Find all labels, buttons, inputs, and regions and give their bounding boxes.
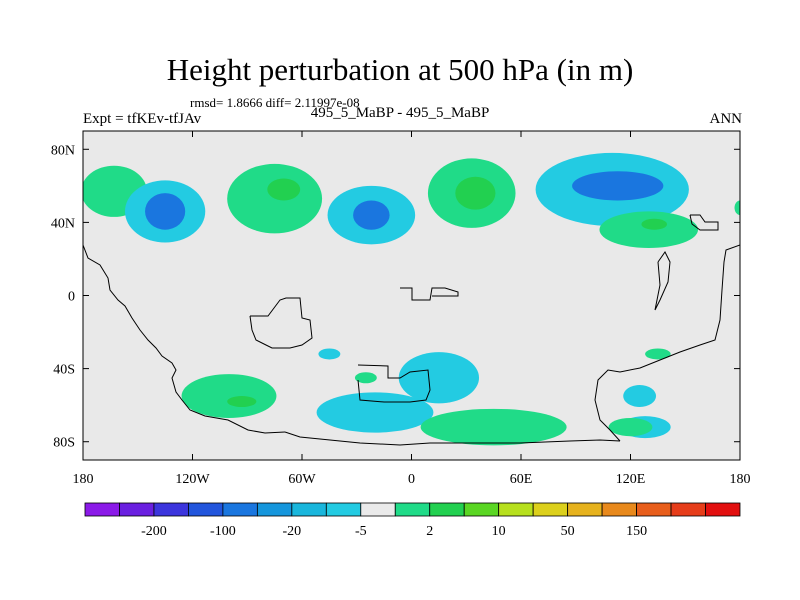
anomaly-cell [599, 211, 699, 248]
colorbar-box [705, 502, 741, 517]
coastline-philippines [654, 251, 671, 311]
anomaly-cell [181, 374, 277, 418]
coastline-africa-island [249, 297, 313, 349]
y-tick-label: 40N [51, 216, 75, 231]
x-tick-label: 120E [616, 472, 646, 487]
coastline-japan [689, 214, 719, 231]
anomaly-cell [623, 385, 657, 407]
coastline-antarctic [284, 431, 621, 446]
coastline-australia [357, 364, 431, 403]
anomaly-cell [227, 163, 323, 234]
anomaly-cell [645, 348, 671, 360]
coastline-indonesia [400, 287, 459, 301]
anomaly-layer [83, 152, 740, 446]
colorbar-box [670, 502, 706, 517]
y-tick-label: 40S [53, 363, 75, 378]
anomaly-cell [318, 348, 341, 360]
colorbar-label: -5 [355, 524, 367, 539]
colorbar-label: 10 [492, 524, 506, 539]
coastline-asia-east [594, 244, 740, 442]
left-string: Expt = tfKEv-tfJAv [83, 111, 202, 127]
y-axis: 80N 40N 0 40S 80S [51, 143, 740, 451]
colorbar-box [567, 502, 603, 517]
anomaly-cell [641, 218, 667, 230]
x-tick-label: 180 [730, 472, 751, 487]
right-string: ANN [709, 111, 743, 127]
anomaly-cell [353, 200, 390, 230]
colorbar-box [119, 502, 155, 517]
x-tick-label: 60E [510, 472, 533, 487]
x-tick-label: 120W [175, 472, 210, 487]
x-axis: 180 120W 60W 0 60E 120E 180 [73, 131, 751, 487]
colorbar-box [532, 502, 569, 517]
colorbar-box [429, 502, 465, 517]
colorbar-box [360, 502, 396, 517]
anomaly-cell [398, 352, 480, 404]
coastline-layer [83, 214, 740, 446]
chart-title: Height perturbation at 500 hPa (in m) [166, 52, 634, 87]
coastline-americas [83, 244, 286, 434]
colorbar-box [601, 502, 637, 517]
colorbar-box [394, 502, 431, 517]
anomaly-cell [420, 408, 567, 446]
colorbar-box [291, 502, 327, 517]
stats-text: rmsd= 1.8666 diff= 2.11997e-08 [190, 95, 360, 110]
colorbar-box [256, 502, 293, 517]
colorbar-box [463, 502, 500, 517]
anomaly-cell [267, 178, 301, 201]
y-tick-label: 0 [68, 290, 75, 305]
anomaly-cell [227, 396, 257, 407]
y-tick-label: 80S [53, 436, 75, 451]
x-tick-label: 0 [408, 472, 415, 487]
colorbar-box [188, 502, 224, 517]
anomaly-cell [455, 176, 496, 210]
colorbar-box [84, 502, 120, 517]
colorbar-label: -200 [141, 524, 167, 539]
x-tick-label: 180 [73, 472, 94, 487]
anomaly-cell [354, 372, 377, 384]
colorbar-label: -20 [283, 524, 302, 539]
colorbar: -200 -100 -20 -5 2 10 50 150 [84, 502, 741, 539]
anomaly-cell [734, 200, 740, 216]
colorbar-box [498, 502, 534, 517]
colorbar-label: 150 [626, 524, 647, 539]
x-tick-label: 60W [288, 472, 316, 487]
colorbar-label: 50 [561, 524, 575, 539]
colorbar-label: 2 [426, 524, 433, 539]
colorbar-box [636, 502, 672, 517]
colorbar-label: -100 [210, 524, 236, 539]
colorbar-box [153, 502, 189, 517]
center-string: 495_5_MaBP - 495_5_MaBP [310, 105, 490, 121]
colorbar-box [222, 502, 258, 517]
colorbar-box [325, 502, 362, 517]
anomaly-cell [145, 193, 186, 230]
y-tick-label: 80N [51, 143, 75, 158]
anomaly-cell [608, 417, 653, 437]
anomaly-cell [572, 171, 664, 201]
